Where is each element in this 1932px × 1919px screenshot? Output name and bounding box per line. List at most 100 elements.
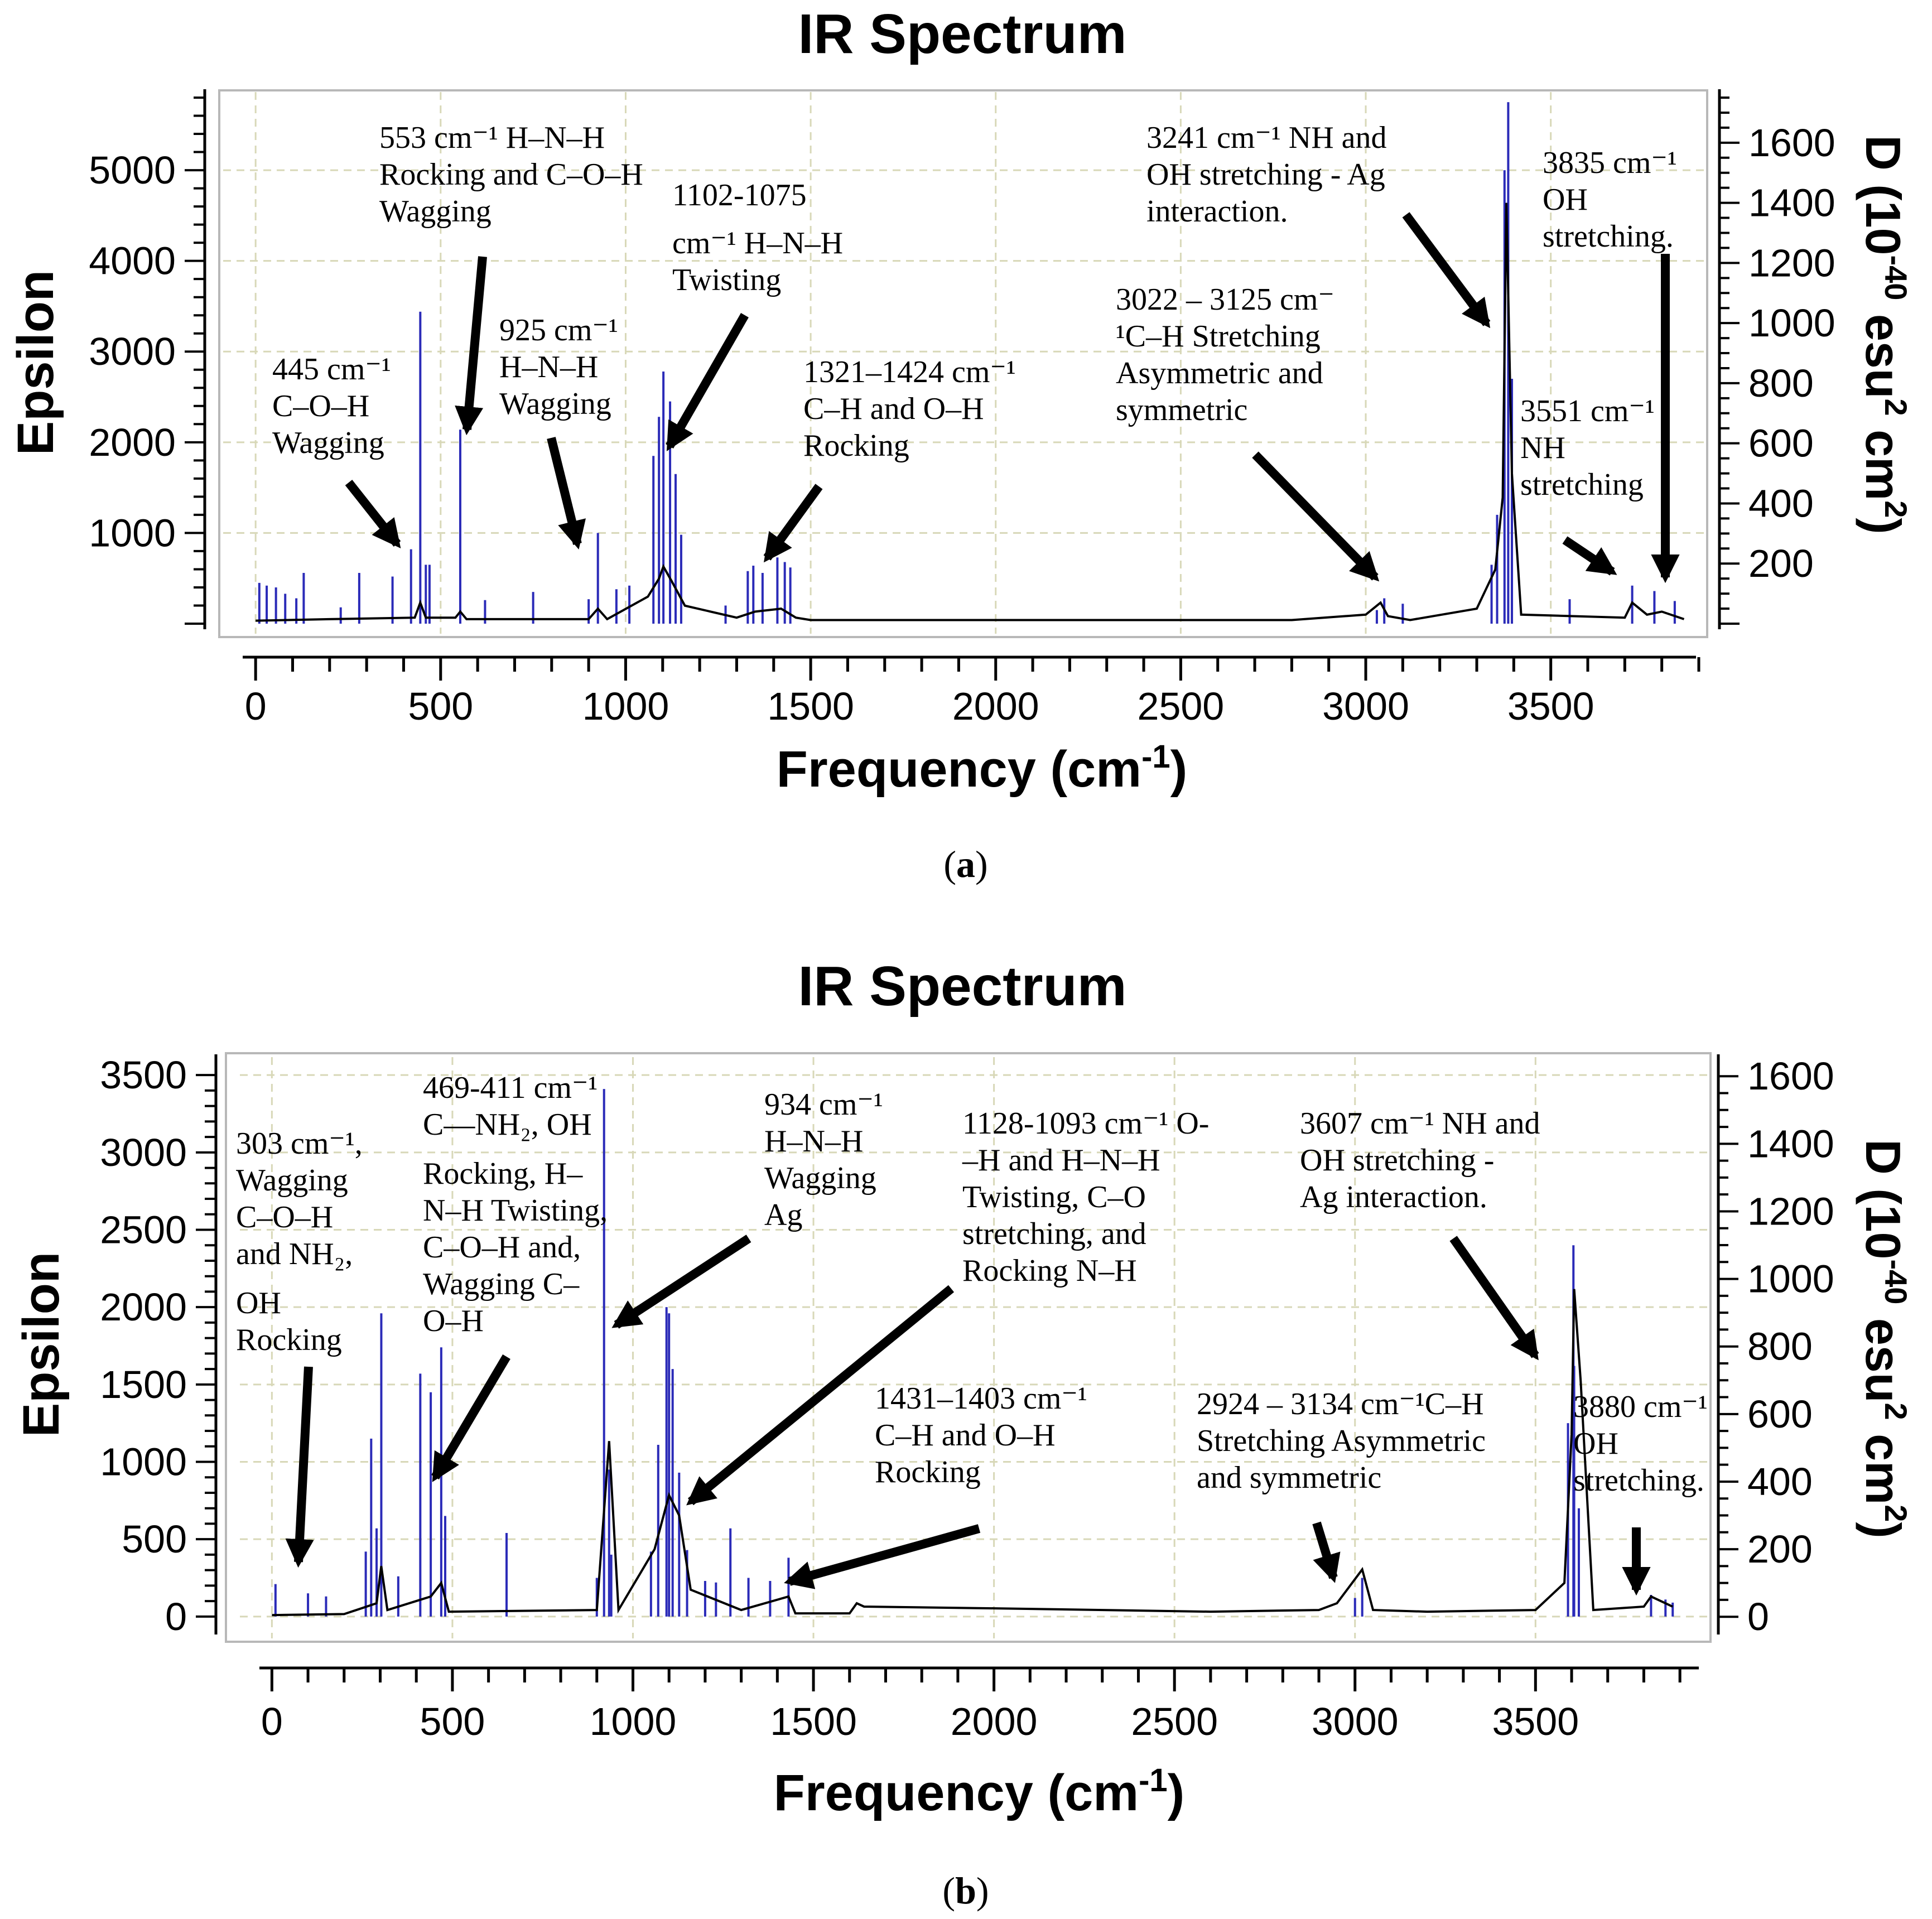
plot-frame-a xyxy=(218,89,1708,638)
x-tick-label-b-7: 3500 xyxy=(1492,1700,1579,1743)
annotation-553: 553 cm⁻¹ H–N–H Rocking and C–O–H Wagging xyxy=(379,120,643,229)
y-axis-title-a: Epsilon xyxy=(7,270,64,455)
y2-tick-label-b-3: 600 xyxy=(1747,1392,1813,1436)
x-tick-label-a-0: 0 xyxy=(245,684,267,728)
y2-tick-label-a-3: 800 xyxy=(1748,361,1814,405)
y-tick-label-b-1: 500 xyxy=(122,1517,187,1561)
y-tick-label-a-0: 1000 xyxy=(89,511,176,555)
y-tick-label-b-5: 2500 xyxy=(100,1208,187,1252)
arrow-3022 xyxy=(1252,451,1380,582)
y-tick-label-b-6: 3000 xyxy=(100,1131,187,1174)
arrows-a xyxy=(345,212,1680,584)
annotation-3551: 3551 cm⁻¹ NH stretching xyxy=(1520,394,1655,502)
x-tick-label-a-3: 1500 xyxy=(767,684,854,728)
x-tick-label-a-6: 3000 xyxy=(1322,684,1409,728)
annotation-3880: 3880 cm⁻¹ OH stretching. xyxy=(1573,1390,1708,1498)
y-tick-label-b-4: 2000 xyxy=(100,1285,187,1329)
epsilon-sticks-b xyxy=(274,1089,1674,1617)
arrow-469 xyxy=(431,1354,510,1482)
y2-tick-label-a-2: 600 xyxy=(1748,422,1814,465)
y-tick-label-b-0: 0 xyxy=(165,1595,187,1638)
annotation-1321: 1321–1424 cm⁻¹ C–H and O–H Rocking xyxy=(803,355,1016,463)
y-tick-label-b-7: 3500 xyxy=(100,1053,187,1097)
panel-a: IR Spectrum 0 500 1000 1500 2000 2500 3000 3500… xyxy=(7,3,1914,885)
annotation-1128: 1128-1093 cm⁻¹ O-–H and H–N–H Twisting, C… xyxy=(962,1106,1209,1288)
annotation-445: 445 cm⁻¹ C–O–H Wagging xyxy=(272,352,391,460)
y2-tick-label-b-4: 800 xyxy=(1747,1325,1813,1368)
x-tick-label-b-1: 500 xyxy=(420,1700,485,1743)
x-tick-label-b-2: 1000 xyxy=(590,1700,677,1743)
y2-tick-label-a-4: 1000 xyxy=(1748,301,1835,345)
y-tick-label-b-2: 1000 xyxy=(100,1440,187,1483)
annotation-3607: 3607 cm⁻¹ NH and OH stretching -Ag intera… xyxy=(1300,1106,1540,1214)
arrow-3551 xyxy=(1562,536,1617,576)
annotation-3835: 3835 cm⁻¹ OH stretching. xyxy=(1543,146,1677,254)
plot-frame-b xyxy=(225,1052,1712,1643)
annotation-1102: 1102-1075 cm⁻¹ H–N–H Twisting xyxy=(672,178,843,297)
y2-tick-label-a-7: 1600 xyxy=(1748,121,1835,165)
y2-tick-label-a-6: 1400 xyxy=(1748,181,1835,225)
arrow-1431 xyxy=(784,1524,981,1589)
y2-tick-label-b-8: 1600 xyxy=(1747,1054,1834,1098)
y-axis-title-b: Epsilon xyxy=(13,1252,70,1437)
y2-tick-label-a-0: 200 xyxy=(1748,542,1814,585)
y2-tick-label-b-2: 400 xyxy=(1747,1460,1813,1503)
arrow-1128 xyxy=(686,1285,955,1506)
annotation-3022: 3022 – 3125 cm⁻ ¹C–H Stretching Asymmetric… xyxy=(1116,282,1334,427)
y2-tick-label-a-1: 400 xyxy=(1748,481,1814,525)
chart-title-a: IR Spectrum xyxy=(798,3,1126,65)
x-axis-title-a: Frequency (cm-1) xyxy=(777,739,1188,798)
d-envelope-b xyxy=(272,1289,1674,1617)
annotations-b: 303 cm⁻¹, Wagging C–O–H and NH₂, OH Rocking 4… xyxy=(236,1071,1708,1498)
annotation-469: 469-411 cm⁻¹ C—NH₂, OH Rocking, H– N–H Twis… xyxy=(423,1071,608,1338)
x-axis-title-b: Frequency (cm-1) xyxy=(774,1762,1185,1821)
y2-tick-label-b-1: 200 xyxy=(1747,1527,1813,1571)
y-tick-label-b-3: 1500 xyxy=(100,1363,187,1406)
d-envelope-a xyxy=(256,202,1685,622)
y2-tick-label-b-7: 1400 xyxy=(1747,1122,1834,1165)
chart-title-b: IR Spectrum xyxy=(798,955,1126,1018)
annotation-303: 303 cm⁻¹, Wagging C–O–H and NH₂, OH Rocking xyxy=(236,1126,363,1357)
arrow-445 xyxy=(345,480,401,549)
y-tick-label-a-3: 4000 xyxy=(89,239,176,283)
arrow-1321 xyxy=(763,484,823,563)
panel-b: IR Spectrum 0 500 1000 1500 2000 2500 3000 3500… xyxy=(13,955,1914,1912)
arrow-303 xyxy=(285,1366,314,1568)
caption-b: (b) xyxy=(942,1869,989,1912)
x-tick-label-a-2: 1000 xyxy=(582,684,669,728)
x-tick-label-a-5: 2500 xyxy=(1138,684,1225,728)
annotation-925: 925 cm⁻¹ H–N–H Wagging xyxy=(499,313,618,421)
y-tick-label-a-1: 2000 xyxy=(89,421,176,464)
x-tick-label-a-4: 2000 xyxy=(952,684,1039,728)
arrow-925 xyxy=(547,437,586,549)
axes-b: 0 500 1000 1500 2000 2500 3000 3500 0 500 1000 1500… xyxy=(100,1053,1834,1743)
arrow-3241 xyxy=(1402,212,1491,329)
x-tick-label-b-5: 2500 xyxy=(1131,1700,1218,1743)
grid-a xyxy=(223,92,1704,634)
y-tick-label-a-2: 3000 xyxy=(89,330,176,373)
grid-b xyxy=(240,1057,1707,1638)
x-tick-label-a-7: 3500 xyxy=(1507,684,1594,728)
arrow-1102 xyxy=(666,313,749,451)
annotation-934: 934 cm⁻¹ H–N–H Wagging Ag xyxy=(764,1087,883,1232)
arrow-3607 xyxy=(1449,1236,1539,1361)
arrow-2924 xyxy=(1312,1521,1341,1583)
y2-axis-title-b: D (10-40 esu2 cm2) xyxy=(1856,1139,1914,1538)
axes-a: 0 500 1000 1500 2000 2500 3000 3500 1000 2000 3000… xyxy=(89,89,1835,728)
annotations-a: 445 cm⁻¹ C–O–H Wagging 553 cm⁻¹ H–N–H Rocki… xyxy=(272,120,1677,502)
x-tick-label-b-3: 1500 xyxy=(770,1700,857,1743)
annotation-2924: 2924 – 3134 cm⁻¹C–H Stretching Asymmetric… xyxy=(1197,1387,1486,1495)
arrow-553 xyxy=(455,256,487,436)
y2-axis-title-a: D (10-40 esu2 cm2) xyxy=(1856,135,1914,534)
x-tick-label-a-1: 500 xyxy=(408,684,473,728)
annotation-3241: 3241 cm⁻¹ NH and OH stretching - Ag intera… xyxy=(1146,120,1387,229)
arrow-934 xyxy=(611,1235,751,1329)
y2-tick-label-b-0: 0 xyxy=(1747,1595,1769,1638)
y-tick-label-a-4: 5000 xyxy=(89,148,176,192)
y2-tick-label-b-6: 1200 xyxy=(1747,1189,1834,1233)
x-tick-label-b-6: 3000 xyxy=(1312,1700,1399,1743)
x-tick-label-b-4: 2000 xyxy=(951,1700,1038,1743)
caption-a: (a) xyxy=(943,843,987,885)
arrows-b xyxy=(285,1235,1651,1596)
